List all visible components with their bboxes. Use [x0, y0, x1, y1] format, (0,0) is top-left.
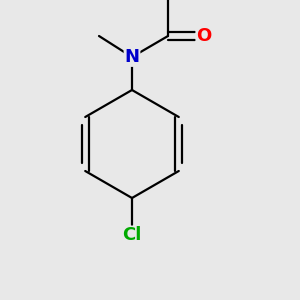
- Text: O: O: [196, 27, 211, 45]
- Text: Cl: Cl: [122, 226, 142, 244]
- Text: N: N: [124, 48, 140, 66]
